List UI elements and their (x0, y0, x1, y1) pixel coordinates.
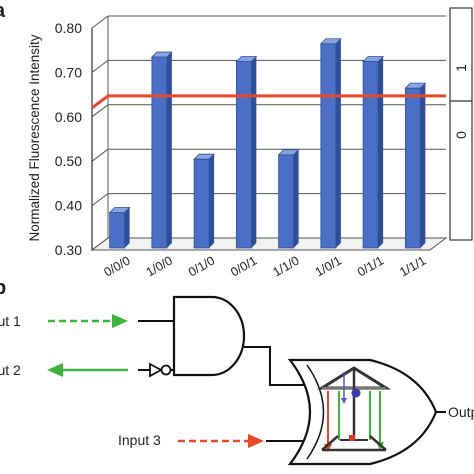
bar-front (193, 158, 210, 249)
gridline-depth (91, 15, 109, 29)
y-tick-label: 0.40 (55, 198, 82, 214)
dna-structure-icon (316, 366, 392, 452)
bar (108, 207, 131, 249)
bar (277, 149, 300, 249)
output-scale: 1 0 (449, 7, 473, 241)
chart-back-wall (90, 16, 448, 251)
bar-side (293, 149, 299, 248)
bar-chart: 0.30 0.40 0.50 0.60 0.70 0.80 0/0/0 1/0/0 0/1/0… (27, 7, 473, 280)
chart-floor (90, 237, 448, 251)
input-3-arrowhead-icon (248, 434, 264, 448)
gridline-depth (91, 193, 109, 207)
y-tick-label: 0.70 (55, 64, 82, 80)
input-2-arrowhead-icon (47, 363, 63, 377)
bar-side (251, 56, 257, 248)
bar (150, 51, 173, 249)
gridline-depth (91, 60, 109, 73)
gridline-depth (91, 148, 109, 162)
output-label-low: 0 (453, 131, 469, 139)
threshold-line-group (91, 94, 446, 110)
bar-front (278, 154, 295, 249)
bar-side (124, 207, 130, 248)
bar-front (151, 56, 168, 249)
x-tick-label: 0/1/1 (355, 253, 386, 279)
panel-label-b: b (0, 277, 6, 299)
bar-front (109, 212, 126, 249)
logic-circuit: Input 1 Input 2 Input 3 (0, 295, 474, 466)
y-tick-label: 0.80 (55, 20, 82, 36)
or-gate-inner-curve (306, 364, 325, 460)
y-axis-label: Normalized Fluorescence Intensity (27, 34, 42, 241)
bar (235, 56, 258, 249)
y-tick-label: 0.30 (55, 242, 82, 258)
x-tick-label: 1/0/0 (144, 253, 175, 279)
panel-label-a: a (0, 0, 6, 22)
bar-front (404, 87, 421, 249)
output-label-high: 1 (453, 64, 469, 72)
x-tick-labels: 0/0/0 1/0/0 0/1/0 0/0/1 1/1/0 1/0/1 0/1/1 1/1/1 (102, 253, 429, 279)
bar (404, 82, 427, 249)
x-tick-label: 0/1/0 (186, 253, 217, 279)
not-gate-triangle-icon (149, 362, 163, 378)
x-tick-label: 0/0/0 (102, 253, 133, 279)
x-tick-label: 1/0/1 (313, 253, 344, 279)
input-3-label: Input 3 (118, 432, 161, 448)
bar-front (235, 61, 252, 249)
bar (319, 38, 342, 249)
bars (108, 38, 427, 249)
x-tick-label: 0/0/1 (228, 253, 259, 279)
bar-side (166, 52, 172, 248)
and-gate-icon (172, 295, 246, 377)
y-tick-label: 0.60 (55, 109, 82, 125)
bar (362, 56, 385, 249)
not-gate-bubble-icon (160, 364, 172, 376)
bar-front (320, 43, 337, 249)
x-tick-label: 1/1/0 (271, 253, 302, 279)
input-1-label: Input 1 (0, 313, 21, 329)
y-tick-label: 0.50 (55, 153, 82, 169)
bar-side (335, 38, 341, 249)
gridline-depth (91, 237, 109, 251)
input-1-arrowhead-icon (112, 314, 128, 328)
input-2-label: Input 2 (0, 362, 21, 378)
gridline-depth (91, 104, 109, 118)
x-tick-label: 1/1/1 (397, 253, 428, 279)
bar-side (420, 83, 426, 248)
output-label: Output (448, 404, 474, 420)
output-scale-box (449, 7, 473, 241)
threshold-line (91, 94, 446, 110)
or-gate-icon (287, 358, 438, 466)
and-output-wire (244, 346, 305, 386)
bar (193, 153, 216, 249)
bar-side (378, 56, 384, 248)
y-tick-labels: 0.30 0.40 0.50 0.60 0.70 0.80 (55, 20, 82, 258)
bar-front (362, 61, 379, 249)
bar-side (209, 154, 215, 248)
